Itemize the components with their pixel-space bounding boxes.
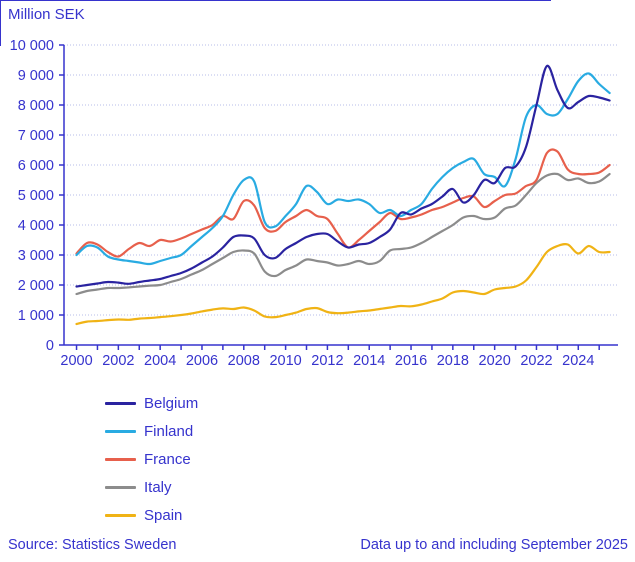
y-tick-label: 3 000 (18, 248, 54, 264)
legend-line-swatch (105, 401, 136, 405)
legend-item-belgium: Belgium (105, 389, 198, 417)
y-tick-label: 1 000 (18, 308, 54, 324)
y-tick-label: 2 000 (18, 278, 54, 294)
x-tick-label: 2012 (311, 353, 343, 369)
top-border (0, 0, 551, 1)
x-tick-label: 2000 (60, 353, 92, 369)
legend-label: Spain (144, 506, 183, 524)
legend-label: France (144, 450, 191, 468)
y-tick-label: 6 000 (18, 158, 54, 174)
y-tick-label: 5 000 (18, 188, 54, 204)
x-tick-label: 2018 (437, 353, 469, 369)
y-tick-label: 10 000 (10, 38, 54, 54)
x-tick-label: 2022 (520, 353, 552, 369)
series-line-france (75, 148, 611, 258)
x-tick-label: 2002 (102, 353, 134, 369)
series-line-italy (75, 172, 611, 296)
plot-svg: 0 1 000 2 000 3 000 4 000 5 000 6 000 7 000 8 00… (10, 38, 618, 369)
series-line-finland (75, 72, 611, 266)
x-tick-label: 2020 (479, 353, 511, 369)
x-tick-label: 2010 (269, 353, 301, 369)
y-tick-label: 9 000 (18, 68, 54, 84)
legend-line-swatch (105, 429, 136, 433)
left-border (0, 0, 1, 46)
y-tick-label: 8 000 (18, 98, 54, 114)
legend-label: Italy (144, 478, 172, 496)
legend-label: Belgium (144, 394, 199, 412)
legend-line-swatch (105, 485, 136, 489)
source-text: Source: Statistics Sweden (8, 537, 177, 553)
y-tick-label: 7 000 (18, 128, 54, 144)
x-tick-label: 2006 (186, 353, 218, 369)
x-tick-label: 2014 (353, 353, 385, 369)
x-tick-label: 2024 (562, 353, 594, 369)
legend-line-swatch (105, 513, 136, 517)
chart-title: Million SEK (8, 6, 85, 23)
series-line-belgium (75, 64, 611, 288)
x-tick-label: 2016 (395, 353, 427, 369)
x-tick-label: 2008 (228, 353, 260, 369)
series-line-spain (75, 242, 611, 326)
legend: Belgium Finland France Italy Spain (105, 389, 198, 529)
footer: Source: Statistics Sweden Data up to and… (0, 537, 635, 553)
legend-label: Finland (144, 422, 194, 440)
y-tick-label: 4 000 (18, 218, 54, 234)
legend-item-france: France (105, 445, 198, 473)
legend-item-finland: Finland (105, 417, 198, 445)
data-note-text: Data up to and including September 2025 (360, 537, 628, 553)
legend-item-spain: Spain (105, 501, 198, 529)
y-tick-label: 0 (46, 338, 54, 354)
x-tick-label: 2004 (144, 353, 176, 369)
legend-line-swatch (105, 457, 136, 461)
legend-item-italy: Italy (105, 473, 198, 501)
